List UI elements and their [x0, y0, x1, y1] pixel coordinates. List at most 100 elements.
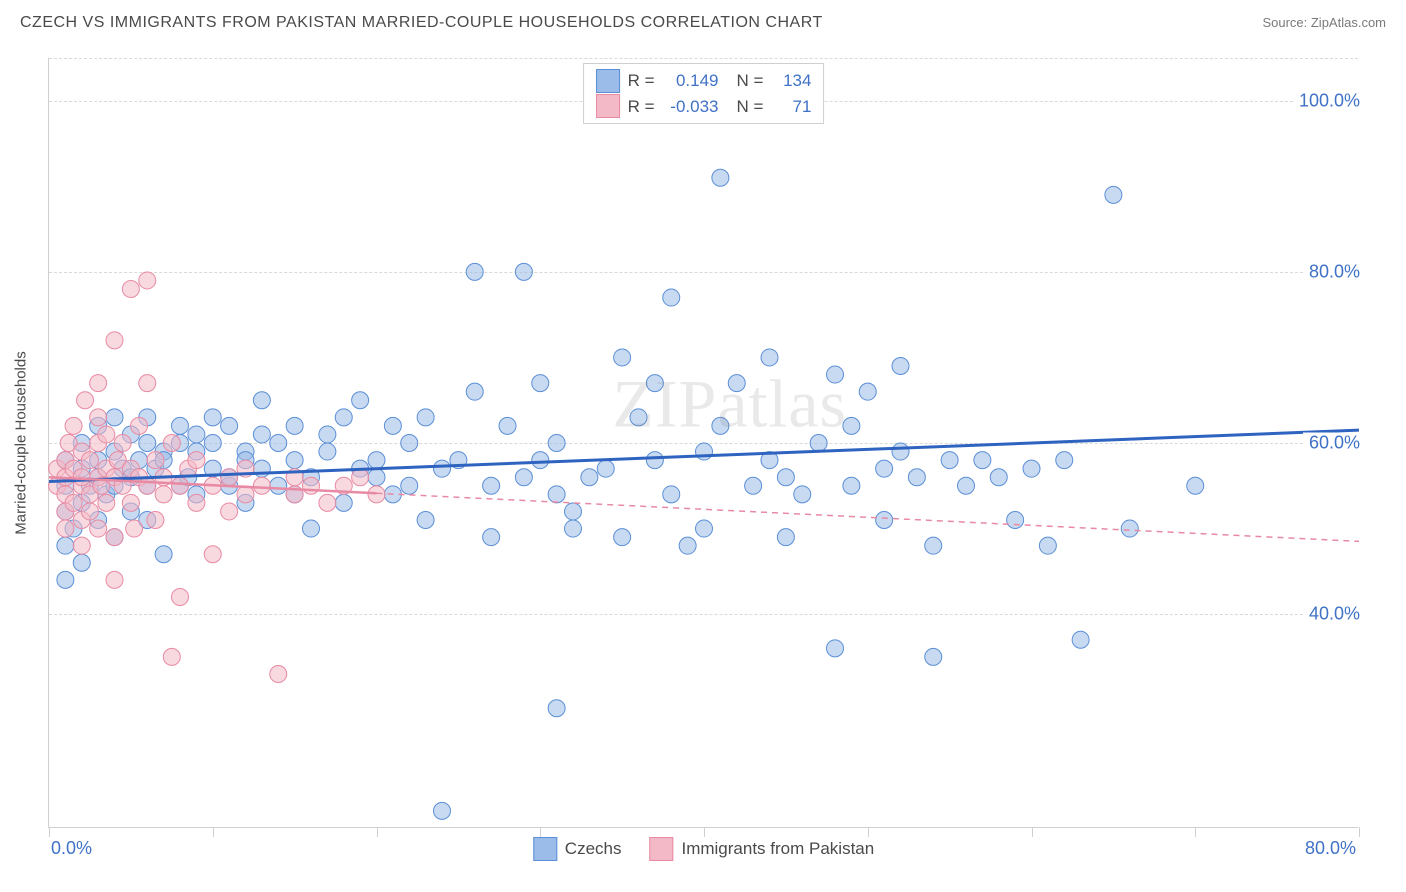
data-point [139, 375, 156, 392]
data-point [286, 417, 303, 434]
n-label: N = [737, 68, 764, 94]
data-point [810, 435, 827, 452]
data-point [630, 409, 647, 426]
data-point [188, 452, 205, 469]
data-point [147, 512, 164, 529]
stats-row: R =0.149N =134 [596, 68, 812, 94]
data-point [114, 435, 131, 452]
data-point [728, 375, 745, 392]
data-point [352, 392, 369, 409]
data-point [483, 529, 500, 546]
data-point [892, 443, 909, 460]
data-point [974, 452, 991, 469]
data-point [319, 443, 336, 460]
data-point [614, 349, 631, 366]
title-bar: CZECH VS IMMIGRANTS FROM PAKISTAN MARRIE… [20, 14, 1386, 32]
data-point [548, 700, 565, 717]
data-point [65, 494, 82, 511]
data-point [925, 648, 942, 665]
data-point [303, 520, 320, 537]
x-tick [1195, 827, 1196, 837]
data-point [515, 263, 532, 280]
data-point [663, 289, 680, 306]
x-tick [49, 827, 50, 837]
data-point [73, 537, 90, 554]
data-point [286, 452, 303, 469]
data-point [221, 469, 238, 486]
y-tick-label: 40.0% [1303, 604, 1360, 625]
data-point [172, 589, 189, 606]
data-point [204, 435, 221, 452]
data-point [172, 417, 189, 434]
data-point [106, 332, 123, 349]
stats-legend: R =0.149N =134R =-0.033N =71 [583, 63, 825, 124]
data-point [270, 666, 287, 683]
data-point [958, 477, 975, 494]
data-point [548, 435, 565, 452]
data-point [253, 477, 270, 494]
data-point [1007, 512, 1024, 529]
r-label: R = [628, 68, 655, 94]
data-point [466, 263, 483, 280]
data-point [1056, 452, 1073, 469]
data-point [597, 460, 614, 477]
legend-swatch [533, 837, 557, 861]
data-point [131, 417, 148, 434]
data-point [106, 571, 123, 588]
data-point [139, 477, 156, 494]
data-point [253, 426, 270, 443]
data-point [777, 469, 794, 486]
data-point [990, 469, 1007, 486]
y-axis-label: Married-couple Households [13, 351, 30, 534]
data-point [57, 571, 74, 588]
data-point [434, 460, 451, 477]
data-point [73, 554, 90, 571]
data-point [384, 417, 401, 434]
data-point [696, 520, 713, 537]
data-point [401, 435, 418, 452]
data-point [434, 802, 451, 819]
data-point [81, 503, 98, 520]
svg-layer [49, 58, 1358, 827]
legend-label: Immigrants from Pakistan [681, 839, 874, 859]
data-point [155, 546, 172, 563]
x-tick [704, 827, 705, 837]
data-point [794, 486, 811, 503]
legend-item: Immigrants from Pakistan [649, 837, 874, 861]
data-point [466, 383, 483, 400]
data-point [859, 383, 876, 400]
data-point [90, 375, 107, 392]
data-point [188, 494, 205, 511]
data-point [352, 469, 369, 486]
data-point [270, 435, 287, 452]
data-point [761, 349, 778, 366]
data-point [77, 392, 94, 409]
data-point [204, 546, 221, 563]
y-tick-label: 60.0% [1303, 433, 1360, 454]
x-tick-label: 80.0% [1305, 838, 1356, 859]
legend-swatch [649, 837, 673, 861]
data-point [98, 426, 115, 443]
data-point [172, 477, 189, 494]
data-point [941, 452, 958, 469]
n-value: 71 [771, 94, 811, 120]
x-tick [1359, 827, 1360, 837]
data-point [65, 417, 82, 434]
data-point [499, 417, 516, 434]
r-value: 0.149 [663, 68, 719, 94]
data-point [892, 358, 909, 375]
data-point [646, 375, 663, 392]
series-legend: CzechsImmigrants from Pakistan [533, 837, 874, 861]
data-point [319, 494, 336, 511]
data-point [1023, 460, 1040, 477]
x-tick [213, 827, 214, 837]
data-point [126, 520, 143, 537]
data-point [73, 469, 90, 486]
data-point [1187, 477, 1204, 494]
x-tick-label: 0.0% [51, 838, 92, 859]
x-tick [1032, 827, 1033, 837]
r-value: -0.033 [663, 94, 719, 120]
data-point [335, 494, 352, 511]
data-point [1039, 537, 1056, 554]
scatter-plot: Married-couple Households ZIPatlas R =0.… [48, 58, 1358, 828]
